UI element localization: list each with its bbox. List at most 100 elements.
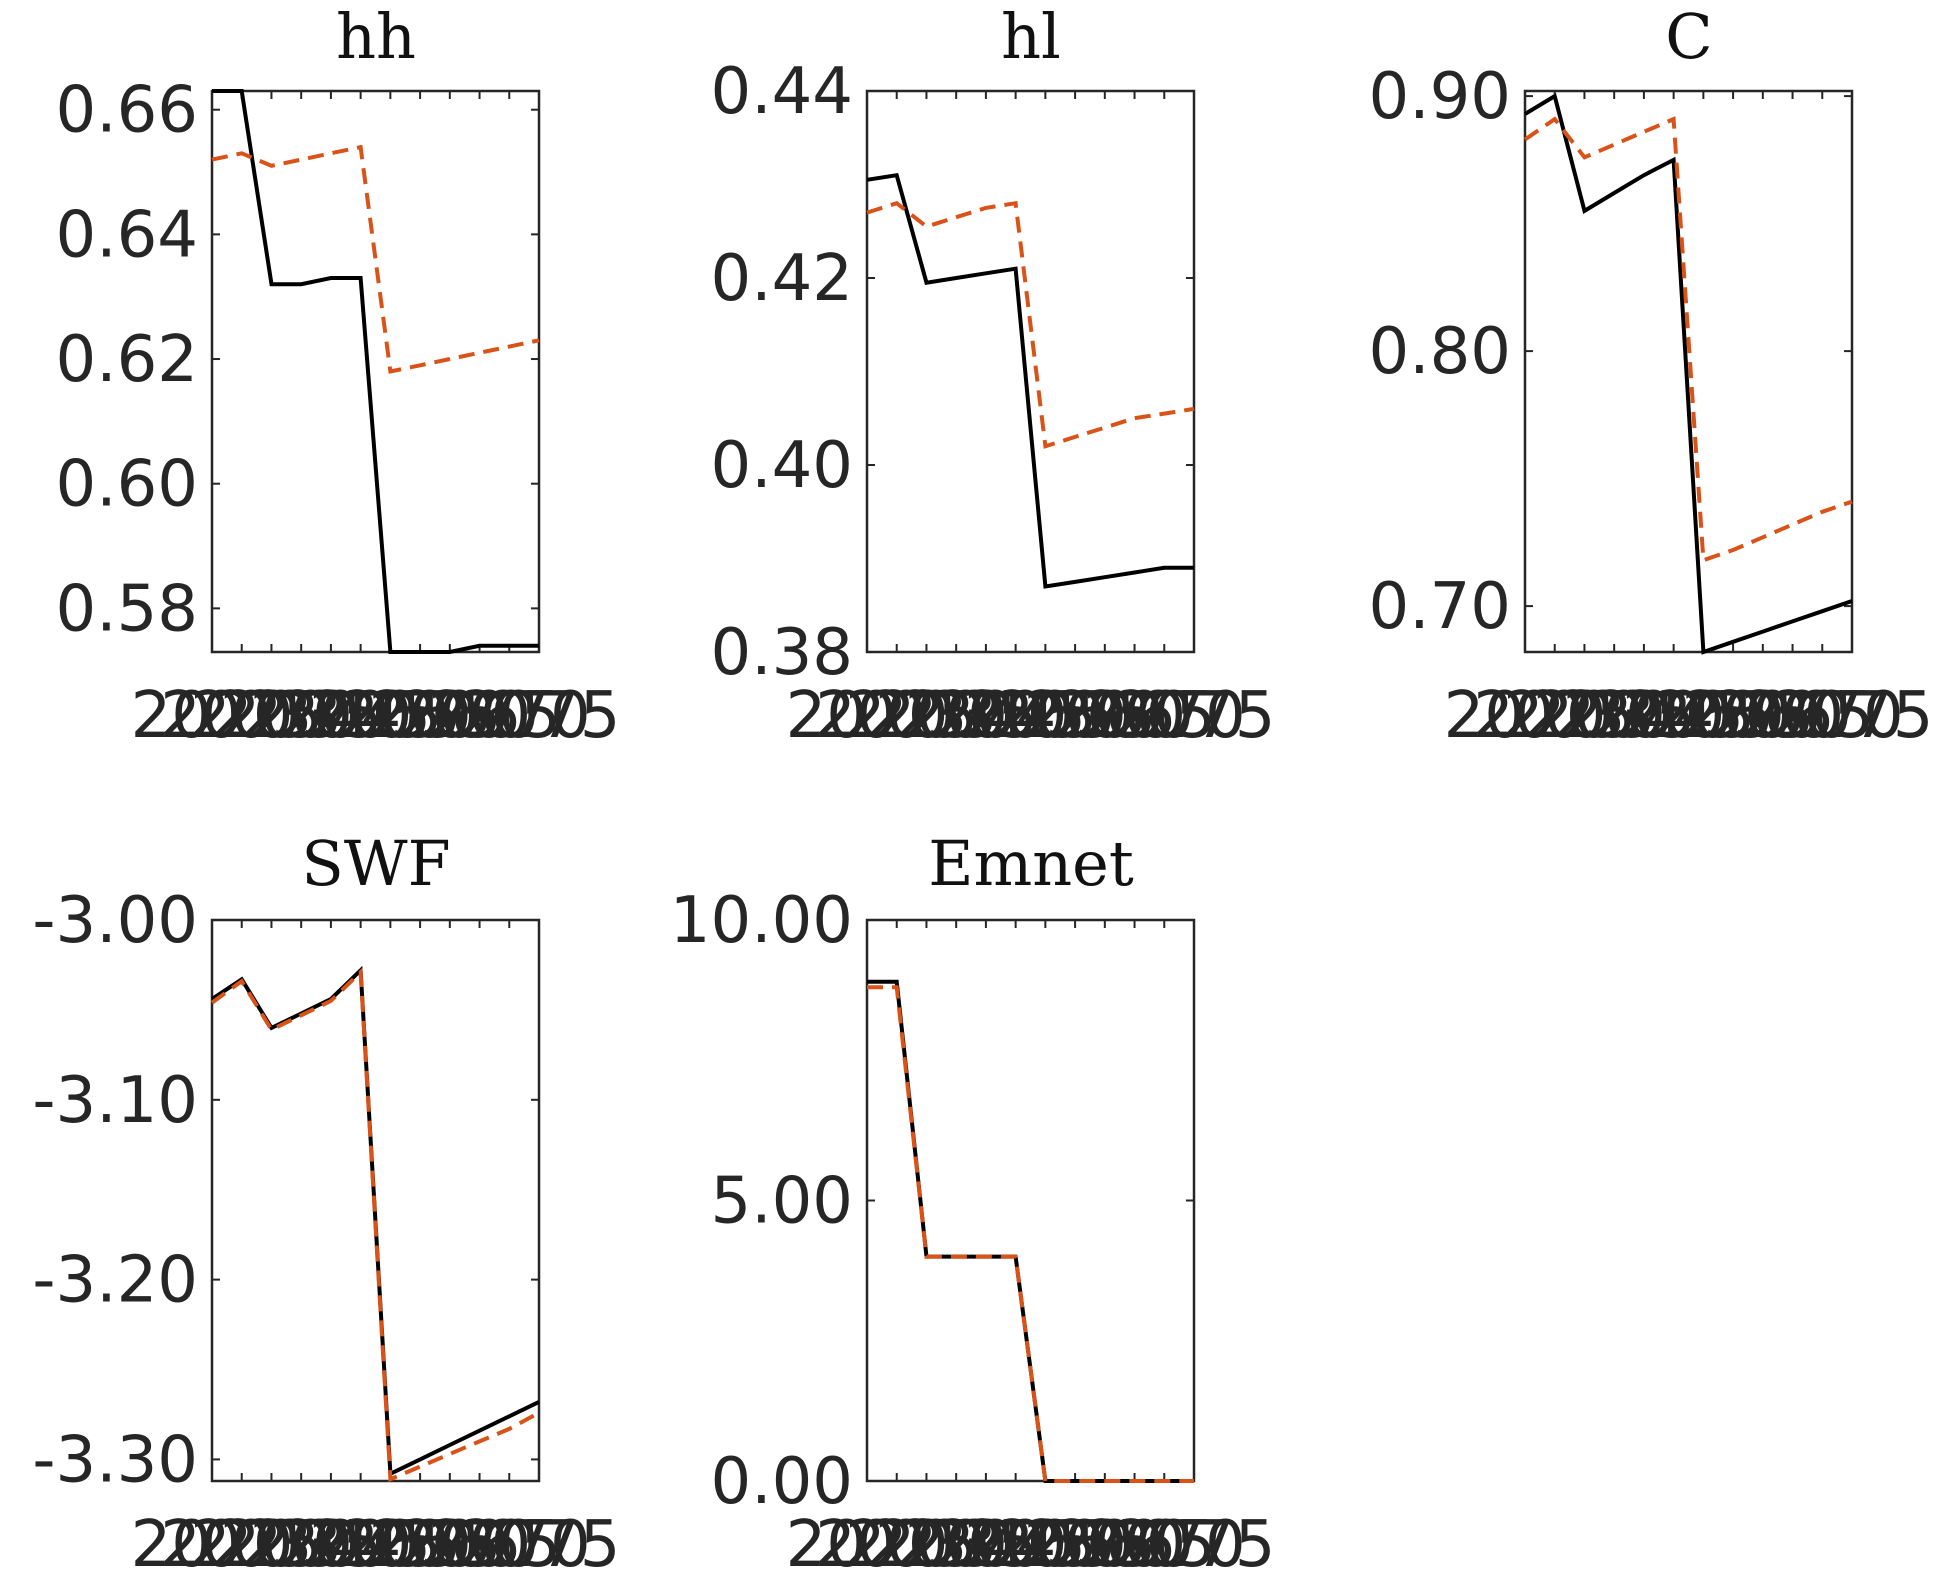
xtick-label: 2030	[1503, 679, 1666, 753]
xtick-label: 2040	[904, 679, 1067, 753]
xtick-label: 2050	[964, 679, 1127, 753]
xtick-label: 2075	[458, 1508, 621, 1581]
xtick-label: 2030	[190, 1508, 353, 1581]
xtick-label: 2045	[1592, 679, 1755, 753]
ytick-label: 5.00	[711, 1165, 854, 1239]
series-line-dashed	[866, 200, 1195, 449]
ytick-label: -3.00	[32, 884, 198, 958]
series-line-dashed	[1523, 116, 1853, 563]
series-line-solid	[212, 89, 539, 654]
xtick-label: 2020	[1444, 679, 1607, 753]
subplot-c: C 0.70 0.80 0.90 20202025203020352040204520…	[1369, 0, 1934, 753]
ytick-label: 0.44	[711, 55, 854, 129]
xtick-label: 2070	[428, 1508, 591, 1581]
xtick-label: 2025	[160, 1508, 323, 1581]
ytick-label: 0.42	[711, 242, 854, 316]
subplot-emnet: Emnet 0.005.0010.00202020252030203520402…	[670, 827, 1276, 1581]
xtick-label: 2035	[875, 1508, 1038, 1581]
xtick-label: 2060	[368, 1508, 531, 1581]
xtick-label: 2045	[279, 1508, 442, 1581]
series-line-solid	[866, 172, 1194, 589]
xtick-label: 2040	[1562, 679, 1725, 753]
xtick-label: 2055	[994, 1508, 1157, 1581]
xtick-label: 2030	[845, 679, 1008, 753]
xtick-label: 2030	[845, 1508, 1008, 1581]
axes-box	[1523, 89, 1854, 654]
ytick-label: 0.38	[711, 616, 854, 690]
xtick-label: 2070	[1083, 1508, 1246, 1581]
xtick-label: 2040	[249, 1508, 412, 1581]
xtick-label: 2025	[160, 679, 323, 753]
xtick-label: 2065	[1711, 679, 1874, 753]
xtick-label: 2020	[131, 679, 294, 753]
xtick-label: 2065	[398, 1508, 561, 1581]
xtick-label: 2045	[279, 679, 442, 753]
ytick-label: 0.70	[1369, 570, 1512, 644]
title-c: C	[1665, 0, 1712, 73]
xtick-label: 2025	[815, 679, 978, 753]
xtick-label: 2075	[458, 679, 621, 753]
series-line-solid	[867, 979, 1194, 1483]
axes-box	[865, 918, 1196, 1483]
xtick-label: 2060	[1023, 1508, 1186, 1581]
subplot-swf: SWF -3.30 -3.20 -3.10 -3.00 2020202520302035…	[32, 827, 620, 1581]
subplot-hl: hl 0.380.400.420.44202020252030203520402…	[711, 0, 1276, 753]
title-hl: hl	[1001, 0, 1061, 73]
ytick-label: 0.40	[711, 429, 854, 503]
ytick-label: 10.00	[670, 884, 853, 958]
ytick-label: -3.30	[32, 1423, 198, 1497]
xtick-label: 2030	[190, 679, 353, 753]
xtick-label: 2070	[428, 679, 591, 753]
xtick-label: 2060	[368, 679, 531, 753]
xtick-label: 2050	[309, 679, 472, 753]
xtick-label: 2055	[339, 679, 502, 753]
xtick-label: 2075	[1771, 679, 1934, 753]
xtick-label: 2060	[1023, 679, 1186, 753]
title-hh: hh	[336, 0, 416, 73]
series-line-solid	[1523, 93, 1853, 655]
series-line-dashed	[211, 144, 540, 374]
xtick-label: 2065	[398, 679, 561, 753]
axes-box	[210, 918, 541, 1483]
subplot-hh: hh 0.580.600.620.640.6620202025203020352…	[56, 0, 621, 753]
title-swf: SWF	[301, 827, 450, 900]
xtick-label: 2045	[934, 1508, 1097, 1581]
xtick-label: 2065	[1053, 679, 1216, 753]
title-emnet: Emnet	[928, 827, 1134, 900]
ytick-label: 0.58	[56, 572, 199, 646]
xtick-label: 2045	[934, 679, 1097, 753]
ytick-label: 0.60	[56, 448, 199, 522]
axes-box	[210, 89, 541, 654]
xtick-label: 2035	[875, 679, 1038, 753]
xtick-label: 2035	[1533, 679, 1696, 753]
xtick-label: 2025	[1473, 679, 1636, 753]
xtick-label: 2020	[786, 1508, 949, 1581]
xtick-label: 2075	[1113, 1508, 1276, 1581]
xtick-label: 2055	[339, 1508, 502, 1581]
axes-box	[865, 89, 1196, 654]
ytick-label: 0.90	[1369, 60, 1512, 134]
xtick-label: 2075	[1113, 679, 1276, 753]
ytick-label: -3.20	[32, 1244, 198, 1318]
ytick-label: 0.00	[711, 1445, 854, 1519]
xtick-label: 2050	[309, 1508, 472, 1581]
xtick-label: 2070	[1083, 679, 1246, 753]
ytick-label: 0.80	[1369, 315, 1512, 389]
xtick-label: 2050	[964, 1508, 1127, 1581]
xtick-label: 2020	[131, 1508, 294, 1581]
xtick-label: 2040	[904, 1508, 1067, 1581]
xtick-label: 2065	[1053, 1508, 1216, 1581]
xtick-label: 2035	[220, 679, 383, 753]
series-line-dashed	[210, 967, 540, 1483]
xtick-label: 2055	[1652, 679, 1815, 753]
xtick-label: 2040	[249, 679, 412, 753]
ytick-label: 0.66	[56, 74, 199, 148]
xtick-label: 2020	[786, 679, 949, 753]
xtick-label: 2070	[1741, 679, 1904, 753]
ytick-label: -3.10	[32, 1064, 198, 1138]
series-line-dashed	[867, 985, 1194, 1483]
ytick-label: 0.62	[56, 323, 199, 397]
ytick-label: 0.64	[56, 198, 199, 272]
xtick-label: 2050	[1622, 679, 1785, 753]
